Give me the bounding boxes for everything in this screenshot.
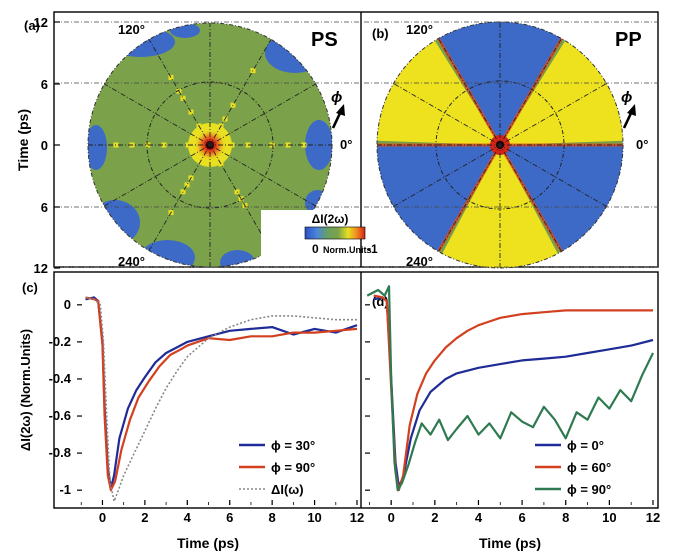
yellow-ray-pixel — [181, 189, 186, 194]
polar-ytick-label: 12 — [34, 261, 48, 276]
xtick-label: 2 — [431, 510, 438, 525]
xtick-label: 0 — [388, 510, 395, 525]
ytick-label: -0.8 — [49, 445, 71, 460]
xtick-label: 2 — [141, 510, 148, 525]
phi-label-b: ϕ — [621, 89, 632, 106]
ytick-label: 0 — [64, 297, 71, 312]
phi-label-a: ϕ — [331, 89, 342, 106]
legend-label-2: ΔI(ω) — [271, 482, 304, 497]
line-chart-d: 0 2 4 6 8 10 12 ϕ = 0° ϕ = 60° ϕ = 90° — [365, 286, 660, 525]
line-chart-c: 0 2 4 6 8 10 12 0 -0.2 -0.4 -0.6 -0.8 -1 ϕ = 30° ϕ = 9… — [49, 297, 365, 525]
ytick-label: -1 — [59, 482, 71, 497]
blue-region — [140, 240, 195, 275]
xlabel-c: Time (ps) — [177, 535, 239, 551]
xtick-label: 10 — [307, 510, 321, 525]
xtick-label: 4 — [184, 510, 192, 525]
xtick-label: 10 — [602, 510, 616, 525]
legend-label-2: ϕ = 90° — [567, 482, 611, 497]
colorbar-units-label: Norm.Units — [323, 245, 372, 255]
legend-label-1: ϕ = 60° — [567, 460, 611, 475]
legend-label-0: ϕ = 0° — [567, 438, 604, 453]
series-line-1 — [86, 297, 358, 490]
angle-label-b-240: 240° — [406, 254, 433, 269]
yellow-ray-pixel — [235, 189, 240, 194]
polar-ytick-label: 6 — [41, 77, 48, 92]
angle-label-a-240: 240° — [118, 254, 145, 269]
ylabel-time: Time (ps) — [15, 109, 31, 171]
legend-label-1: ϕ = 90° — [271, 460, 315, 475]
colorbar-min-label: 0 — [312, 242, 319, 256]
xtick-label: 6 — [226, 510, 233, 525]
xtick-label: 8 — [562, 510, 569, 525]
polar-ytick-labels: 1260612 — [34, 15, 60, 276]
ytick-label: -0.4 — [49, 371, 72, 386]
polar-map-pp — [372, 17, 628, 273]
zero-angle-label-b: 0° — [636, 137, 648, 152]
colorbar-title: ΔI(2ω) — [312, 212, 349, 226]
colorbar-gradient — [305, 227, 365, 239]
colorbar-max-label: -1 — [367, 242, 378, 256]
polar-ytick-label: 0 — [41, 138, 48, 153]
ylabel-c: ΔI(2ω) (Norm.Units) — [18, 329, 33, 451]
ytick-label: -0.2 — [49, 334, 71, 349]
xtick-label: 4 — [475, 510, 483, 525]
title-pp: PP — [615, 29, 642, 51]
xlabel-d: Time (ps) — [479, 535, 541, 551]
xtick-label: 6 — [518, 510, 525, 525]
ytick-label: -0.6 — [49, 408, 71, 423]
xtick-label: 12 — [350, 510, 364, 525]
angle-label-a-120: 120° — [118, 22, 145, 37]
panel-label-b: (b) — [372, 26, 389, 41]
angle-label-b-120: 120° — [406, 22, 433, 37]
blue-region — [220, 250, 255, 275]
polar-panels: Time (ps) 1260612 (a) (b) PS PP 120° 240… — [15, 12, 658, 276]
phi-arrow-a: ϕ — [331, 89, 345, 128]
title-ps: PS — [311, 29, 338, 51]
series-line-0 — [374, 297, 653, 486]
phi-arrow-b: ϕ — [621, 89, 636, 128]
polar-ytick-label: 6 — [41, 200, 48, 215]
xtick-label: 12 — [646, 510, 660, 525]
xtick-label: 0 — [99, 510, 106, 525]
panel-label-c: (c) — [22, 280, 38, 295]
series-line-0 — [86, 297, 358, 488]
legend-label-0: ϕ = 30° — [271, 438, 315, 453]
xtick-label: 8 — [269, 510, 276, 525]
zero-angle-label-a: 0° — [340, 137, 352, 152]
series-line-2 — [86, 297, 358, 501]
panel-label-a: (a) — [24, 18, 40, 33]
line-panels: (c) (d) ΔI(2ω) (Norm.Units) Time (ps) Ti… — [18, 272, 660, 551]
